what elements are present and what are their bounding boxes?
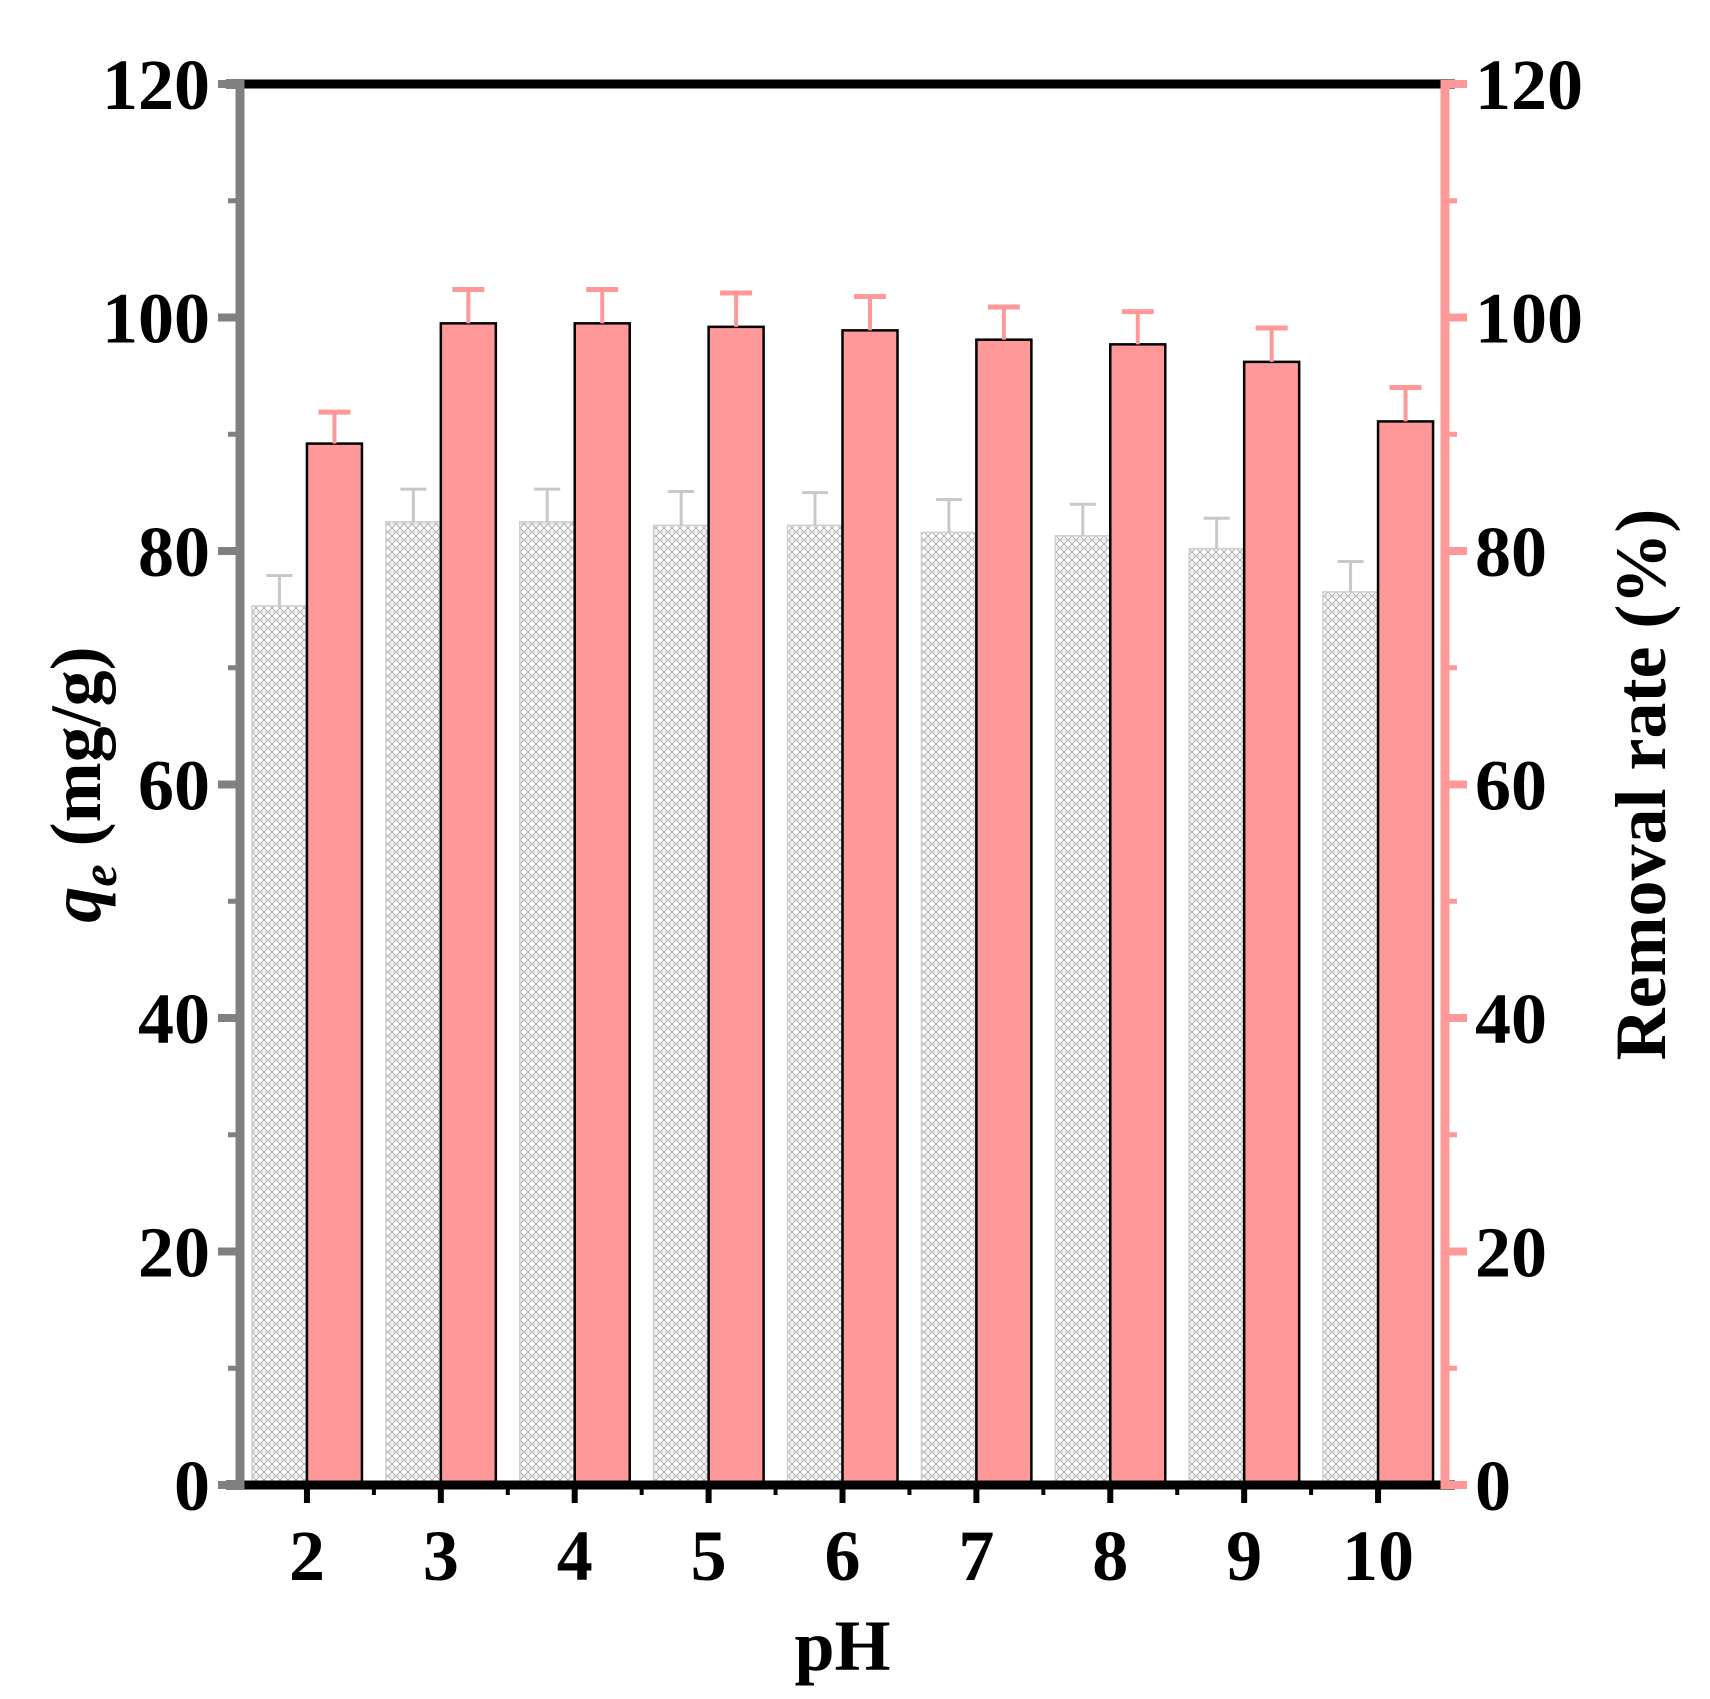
y-tick-label-left-100: 100 (102, 279, 210, 359)
y-tick-label-left-20: 20 (138, 1213, 210, 1293)
bar-removal-8 (1109, 343, 1167, 1487)
bar-removal-6 (841, 329, 899, 1487)
x-tick-label-10: 10 (1342, 1516, 1414, 1596)
bar-removal-10 (1376, 420, 1435, 1487)
bar-qe-2 (251, 605, 308, 1486)
y-axis-left-title-symbol: q (36, 887, 116, 923)
bar-removal-5 (707, 325, 765, 1487)
y-tick-label-right-80: 80 (1475, 512, 1547, 592)
bar-removal-7 (975, 338, 1033, 1487)
y-tick-label-right-120: 120 (1475, 45, 1583, 125)
bar-removal-4 (573, 322, 631, 1487)
y-tick-label-left-80: 80 (138, 512, 210, 592)
bar-qe-7 (920, 531, 978, 1486)
y-tick-label-right-0: 0 (1475, 1446, 1511, 1526)
bar-qe-10 (1322, 591, 1379, 1486)
y-tick-label-right-100: 100 (1475, 279, 1583, 359)
bar-qe-3 (385, 521, 442, 1486)
y-axis-left-title-unit: (mg/g) (36, 646, 116, 864)
bar-qe-9 (1188, 547, 1245, 1486)
x-tick-label-6: 6 (825, 1516, 861, 1596)
y-tick-label-left-120: 120 (102, 45, 210, 125)
y-tick-label-right-20: 20 (1475, 1213, 1547, 1293)
y-tick-label-left-40: 40 (138, 979, 210, 1059)
x-tick-label-4: 4 (557, 1516, 593, 1596)
bar-removal-2 (305, 442, 364, 1487)
bar-qe-8 (1054, 535, 1112, 1486)
bar-qe-4 (518, 521, 576, 1486)
y-tick-label-left-60: 60 (138, 746, 210, 826)
y-axis-left-title: qe (mg/g) (36, 646, 127, 922)
x-tick-label-2: 2 (289, 1516, 325, 1596)
labels-layer: 2 3 4 5 6 7 8 9 10020406080100120020406080100120… (36, 45, 1681, 1686)
x-tick-label-5: 5 (691, 1516, 727, 1596)
bar-qe-6 (786, 524, 844, 1486)
bar-removal-9 (1242, 360, 1301, 1487)
x-tick-label-3: 3 (423, 1516, 459, 1596)
y-axis-left-title-subscript: e (71, 864, 127, 886)
bar-qe-5 (652, 524, 710, 1486)
bar-removal-3 (439, 322, 498, 1487)
x-axis-title: pH (794, 1606, 890, 1686)
y-tick-label-right-40: 40 (1475, 979, 1547, 1059)
y-tick-label-right-60: 60 (1475, 746, 1547, 826)
bars-layer (251, 322, 1435, 1487)
error-bars-layer (266, 286, 1422, 606)
y-tick-label-left-0: 0 (174, 1446, 210, 1526)
axes-layer (218, 79, 1467, 1503)
x-tick-label-8: 8 (1092, 1516, 1128, 1596)
x-tick-label-7: 7 (958, 1516, 994, 1596)
y-axis-right-title: Removal rate (%) (1601, 509, 1681, 1061)
x-tick-label-9: 9 (1226, 1516, 1262, 1596)
